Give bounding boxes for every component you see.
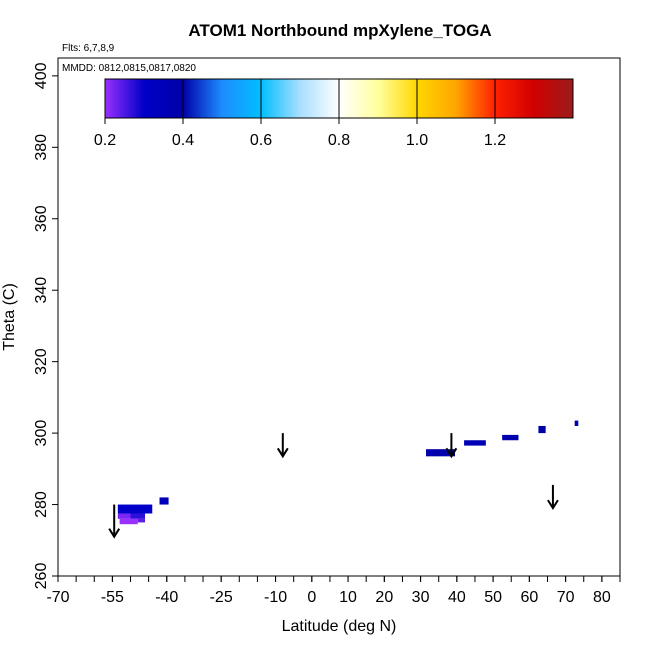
- x-tick-label: 0: [307, 589, 316, 606]
- x-tick-label: 10: [339, 589, 357, 606]
- x-axis-label: Latitude (deg N): [282, 618, 397, 635]
- y-tick-label: 320: [33, 348, 50, 375]
- colorbar-tick-label: 0.2: [94, 132, 116, 149]
- data-cell: [117, 513, 131, 519]
- data-cells: [117, 420, 579, 525]
- y-axis-label: Theta (C): [1, 283, 18, 351]
- colorbar-tick-label: 0.6: [250, 132, 272, 149]
- y-tick-label: 280: [33, 491, 50, 518]
- y-tick-label: 360: [33, 205, 50, 232]
- x-tick-label: 60: [520, 589, 538, 606]
- x-tick-label: -55: [101, 589, 124, 606]
- colorbar-tick-label: 0.4: [172, 132, 194, 149]
- x-tick-label: 20: [375, 589, 393, 606]
- data-cell: [574, 420, 579, 426]
- y-axis: 260 280 300 320 340 360 380 400: [33, 62, 58, 589]
- x-tick-label: -40: [155, 589, 178, 606]
- x-axis: -70 -55 -40 -25 -10 0 10 20 30 40 50 60 70 80: [46, 576, 621, 606]
- flight-arrows: [108, 433, 559, 539]
- data-cell: [464, 440, 486, 446]
- chart-title: ATOM1 Northbound mpXylene_TOGA: [188, 21, 491, 40]
- flight-arrow-head: [276, 447, 289, 459]
- colorbar-tick-label: 0.8: [328, 132, 350, 149]
- data-cell: [119, 518, 138, 525]
- data-cell: [137, 518, 146, 523]
- colorbar: 0.2 0.4 0.6 0.8 1.0 1.2: [94, 78, 574, 149]
- dates-note: MMDD: 0812,0815,0817,0820: [62, 63, 196, 74]
- x-tick-label: -25: [210, 589, 233, 606]
- y-tick-label: 400: [33, 62, 50, 89]
- colorbar-tick-label: 1.2: [484, 132, 506, 149]
- data-cell: [538, 425, 546, 434]
- x-tick-label: -10: [264, 589, 287, 606]
- y-tick-label: 380: [33, 134, 50, 161]
- x-tick-label: 70: [557, 589, 575, 606]
- data-cell: [426, 449, 456, 457]
- data-cell: [130, 513, 146, 519]
- colorbar-tick-label: 1.0: [406, 132, 428, 149]
- data-cell: [159, 497, 169, 505]
- x-tick-label: 40: [448, 589, 466, 606]
- flight-arrow-head: [445, 447, 458, 459]
- data-cell: [117, 504, 153, 514]
- plot-frame: [57, 57, 621, 577]
- data-cell: [502, 434, 519, 441]
- x-tick-label: -70: [46, 589, 69, 606]
- y-tick-label: 340: [33, 277, 50, 304]
- flight-arrow-head: [108, 528, 121, 539]
- x-tick-label: 80: [593, 589, 611, 606]
- x-tick-label: 50: [484, 589, 502, 606]
- y-tick-label: 300: [33, 420, 50, 447]
- x-tick-label: 30: [412, 589, 430, 606]
- flights-note: Flts: 6,7,8,9: [62, 43, 115, 54]
- y-tick-label: 260: [33, 563, 50, 590]
- flight-arrow-head: [547, 499, 559, 511]
